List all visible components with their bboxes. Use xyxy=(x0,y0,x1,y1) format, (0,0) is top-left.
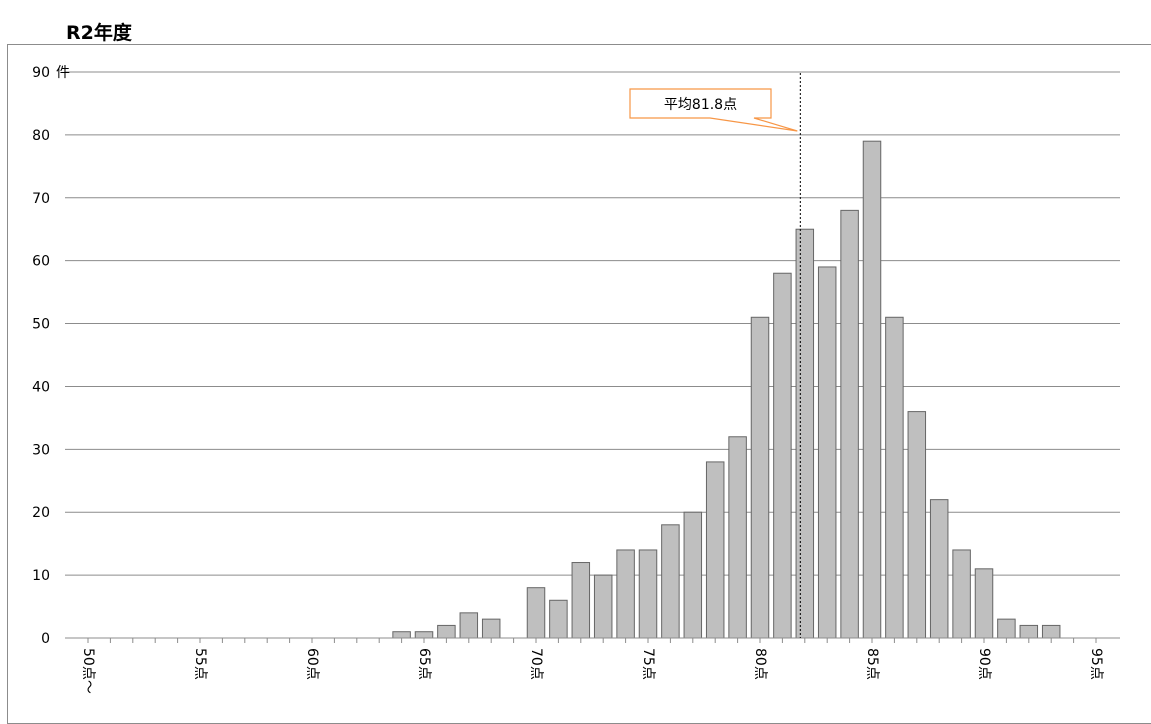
x-tick-label: 65点 xyxy=(416,648,432,680)
chart-heading: R2年度 xyxy=(66,22,132,44)
bar xyxy=(997,618,1016,639)
bar xyxy=(392,631,411,639)
y-tick-label: 90 xyxy=(32,65,50,81)
y-tick-label: 80 xyxy=(32,128,50,144)
x-tick-label: 80点 xyxy=(752,648,768,680)
bar xyxy=(414,631,434,639)
mean-callout-box xyxy=(629,88,798,132)
bar xyxy=(907,411,927,639)
bar xyxy=(795,228,815,639)
x-tick-label: 50点～ xyxy=(80,648,96,694)
bar xyxy=(1019,624,1039,639)
bar xyxy=(773,272,792,639)
bar xyxy=(974,568,994,639)
bar xyxy=(705,461,725,639)
y-axis-unit: 件 xyxy=(56,65,70,81)
bar xyxy=(750,316,770,639)
axes xyxy=(65,637,1120,643)
bar xyxy=(459,612,479,639)
mean-label: 平均81.8点 xyxy=(664,97,737,113)
x-tick-label: 85点 xyxy=(864,648,880,680)
bar xyxy=(817,266,837,639)
y-tick-label: 40 xyxy=(32,379,50,395)
y-tick-labels: 0 10 20 30 40 50 60 70 80 90 件 xyxy=(32,65,70,647)
bar xyxy=(840,209,859,639)
x-tick-label: 70点 xyxy=(528,648,544,680)
bar xyxy=(952,549,971,639)
bar xyxy=(929,499,949,639)
x-tick-labels: 50点～ 55点 60点 65点 70点 75点 80点 85点 90点 95点 xyxy=(80,648,1104,694)
y-tick-label: 10 xyxy=(32,568,50,584)
bar xyxy=(638,549,658,639)
bar xyxy=(616,549,635,639)
bar xyxy=(728,436,747,639)
grid-lines xyxy=(65,71,1120,576)
x-tick-label: 95点 xyxy=(1088,648,1104,680)
bar xyxy=(593,574,613,639)
bar xyxy=(1041,624,1061,639)
y-tick-label: 50 xyxy=(32,317,50,333)
y-tick-label: 30 xyxy=(32,442,50,458)
mean-marker: 平均81.8点 xyxy=(629,73,801,638)
x-tick-label: 75点 xyxy=(640,648,656,680)
bar xyxy=(437,624,456,639)
bar xyxy=(481,618,501,639)
bar xyxy=(683,511,703,639)
bars xyxy=(392,140,1061,639)
x-tick-label: 60点 xyxy=(304,648,320,680)
bar xyxy=(885,316,904,639)
bar xyxy=(549,599,568,639)
x-tick-label: 55点 xyxy=(192,648,208,680)
y-tick-label: 0 xyxy=(41,631,50,647)
bar xyxy=(862,140,882,639)
bar xyxy=(571,562,591,639)
bar xyxy=(661,524,680,639)
y-tick-label: 70 xyxy=(32,191,50,207)
bar xyxy=(526,587,546,639)
y-tick-label: 60 xyxy=(32,254,50,270)
x-tick-label: 90点 xyxy=(976,648,992,680)
y-tick-label: 20 xyxy=(32,505,50,521)
